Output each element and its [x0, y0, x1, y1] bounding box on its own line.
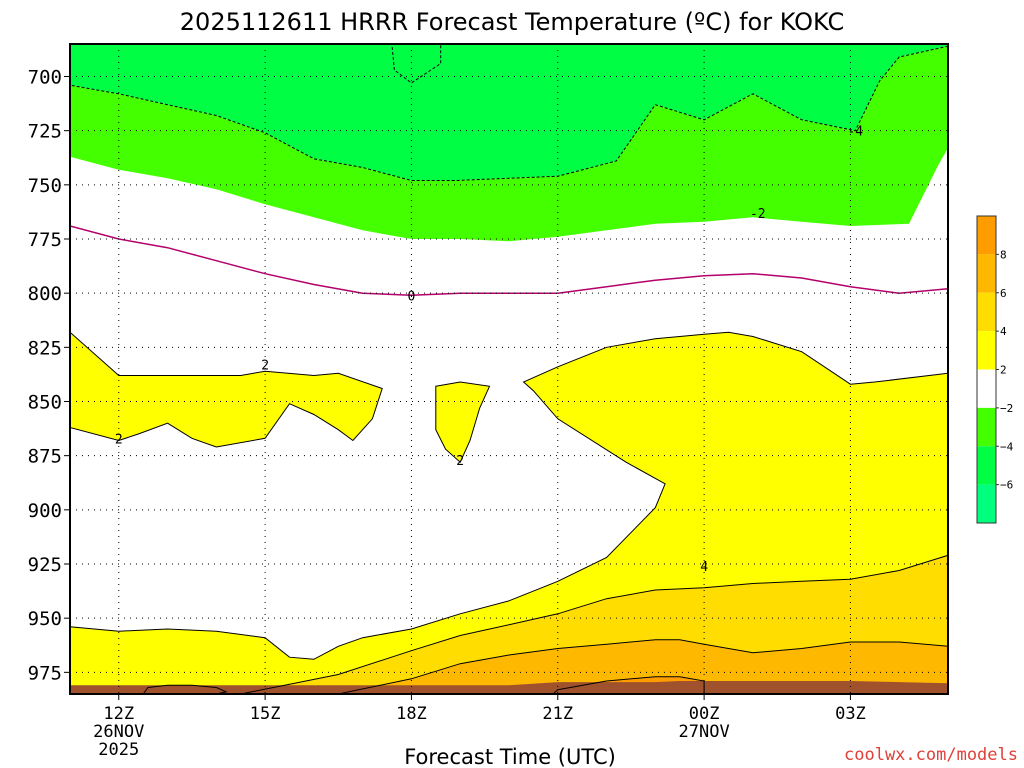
contour-label-group: 0 — [408, 289, 416, 304]
colorbar-label: 4 — [1000, 325, 1007, 338]
credit-text: coolwx.com/models — [844, 745, 1018, 765]
y-tick-label: 700 — [28, 67, 62, 89]
y-tick-label: 900 — [28, 500, 62, 522]
y-tick-label: 950 — [28, 608, 62, 630]
region--6-to-4 — [70, 44, 948, 181]
x-tick-label: 03Z — [835, 704, 866, 724]
x-tick-label: 15Z — [250, 704, 281, 724]
contour-label-group: 2 — [115, 432, 123, 447]
y-tick-label: 800 — [28, 283, 62, 305]
contour-label-group: 2 — [456, 454, 464, 469]
contour-label-group: 2 — [261, 359, 269, 374]
y-tick-label: 850 — [28, 392, 62, 414]
y-tick-label: 775 — [28, 229, 62, 251]
colorbar-bin — [977, 292, 996, 332]
plot-area: -4 -2 0 2 2 2 4 — [69, 43, 949, 695]
contour-4-to-6 — [70, 554, 948, 694]
colorbar-bin — [977, 407, 996, 447]
colorbar-label: −4 — [1000, 440, 1014, 453]
x-tick-label: 21Z — [542, 704, 573, 724]
colorbar-bin — [977, 484, 996, 523]
y-tick-label: 825 — [28, 337, 62, 359]
contour-label: 2 — [456, 454, 464, 469]
region-2-to-4-island — [435, 382, 490, 463]
y-axis-ticks: 700 725 750 775 800 825 850 875 900 925 950 975 — [28, 67, 70, 684]
x-axis-label: Forecast Time (UTC) — [404, 745, 616, 768]
contour-label: 2 — [261, 359, 269, 374]
colorbar-label: 6 — [1000, 287, 1007, 300]
contour-label: -2 — [750, 207, 766, 222]
x-tick-date: 27NOV — [679, 722, 730, 742]
contour-label: -4 — [847, 125, 863, 140]
colorbar-label: −6 — [1000, 479, 1013, 492]
y-tick-label: 750 — [28, 175, 62, 197]
contour-label: 2 — [115, 432, 123, 447]
y-tick-label: 875 — [28, 446, 62, 468]
contour-lines — [70, 44, 948, 694]
colorbar-label: −2 — [1000, 402, 1013, 415]
contour-2-to-4-island — [435, 381, 491, 464]
contour-label: 0 — [408, 289, 416, 304]
colorbar-bin — [977, 331, 996, 370]
plot-frame — [69, 43, 949, 695]
chart-title: 2025112611 HRRR Forecast Temperature (ºC… — [180, 8, 844, 36]
colorbar-bin — [977, 254, 996, 293]
contour-label-group: -2 — [750, 207, 766, 222]
colorbar-legend: 8 6 4 2 −2 −4 −6 — [976, 215, 1014, 524]
y-tick-label: 975 — [28, 662, 62, 684]
colorbar-label: 8 — [1000, 248, 1007, 261]
ground-surface — [70, 681, 948, 694]
colorbar-label: 2 — [1000, 364, 1007, 377]
contour-labels: -4 -2 0 2 2 2 4 — [115, 125, 863, 576]
contour-label: 4 — [700, 560, 708, 575]
contour-below-6 — [391, 44, 442, 84]
x-tick-label: 00Z — [689, 704, 720, 724]
contour-above-8 — [552, 676, 705, 694]
x-tick-year: 2025 — [98, 740, 139, 760]
region-6-to-8 — [338, 639, 948, 694]
colorbar-bin — [977, 216, 996, 255]
grid-lines — [70, 44, 948, 694]
y-tick-label: 925 — [28, 554, 62, 576]
x-tick-label: 18Z — [396, 704, 427, 724]
colorbar-bin — [977, 446, 996, 485]
colorbar-bin — [977, 369, 996, 408]
contour-label-group: -4 — [847, 125, 863, 140]
x-tick-date: 26NOV — [93, 722, 144, 742]
contour-2-to-4 — [70, 331, 948, 694]
contour-6-to-8 — [338, 639, 948, 694]
temperature-fill-regions — [70, 44, 948, 694]
x-tick-label: 12Z — [103, 704, 134, 724]
contour-label-group: 4 — [700, 560, 708, 575]
y-tick-label: 725 — [28, 121, 62, 143]
region--4-to-2 — [70, 46, 948, 242]
